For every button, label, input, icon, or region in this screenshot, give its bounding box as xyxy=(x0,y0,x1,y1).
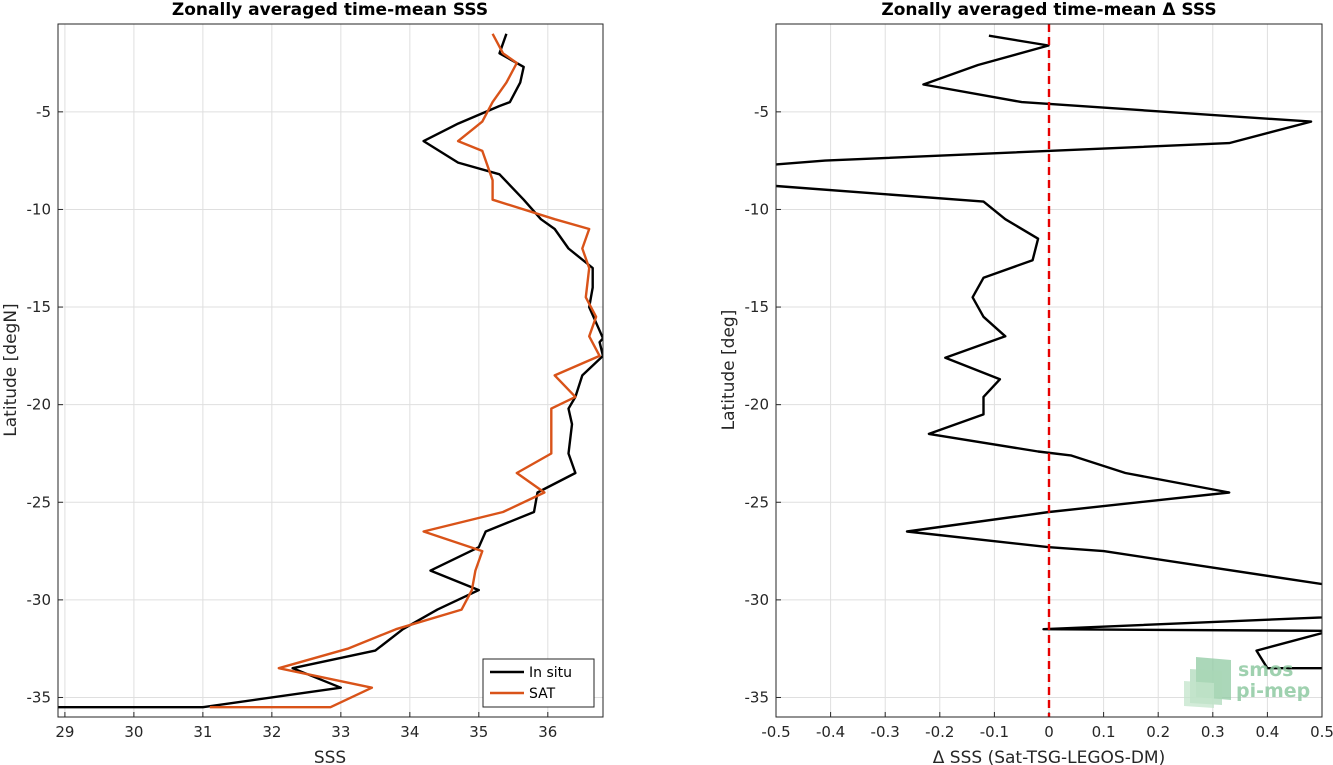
right-y-tick-label: -10 xyxy=(745,200,770,218)
left-series-lines xyxy=(58,33,603,709)
left-x-tick-label: 35 xyxy=(469,723,488,741)
right-x-tick-label: 0 xyxy=(1044,723,1054,741)
left-x-tick-label: 36 xyxy=(538,723,557,741)
right-x-tick-label: 0.3 xyxy=(1201,723,1225,741)
left-y-tick-label: -35 xyxy=(27,688,52,706)
left-x-tick-label: 30 xyxy=(124,723,143,741)
legend-label-sat: SAT xyxy=(529,686,556,702)
right-x-tick-label: -0.3 xyxy=(871,723,900,741)
left-x-tick-label: 29 xyxy=(55,723,74,741)
right-y-tick-label: -5 xyxy=(754,103,769,121)
right-x-tick-label: 0.1 xyxy=(1092,723,1116,741)
left-y-tick-label: -5 xyxy=(36,103,51,121)
left-chart-title: Zonally averaged time-mean SSS xyxy=(172,0,488,20)
left-x-tick-label: 32 xyxy=(262,723,281,741)
logo-shape-front xyxy=(1184,681,1214,708)
left-y-tick-label: -10 xyxy=(27,200,52,218)
left-x-tick-label: 34 xyxy=(400,723,419,741)
right-axes-frame xyxy=(775,23,1323,718)
left-chart-panel: 29 30 31 32 33 34 35 36 -35 -30 -25 -20 -15 -10 -5 Zon… xyxy=(1,0,604,765)
legend: In situ SAT xyxy=(482,658,595,708)
left-grid xyxy=(58,24,603,717)
legend-box xyxy=(482,658,595,708)
right-y-tick-label: -20 xyxy=(745,396,770,414)
left-y-tick-label: -15 xyxy=(27,298,52,316)
right-x-tick-label: 0.4 xyxy=(1255,723,1279,741)
right-y-tick-label: -35 xyxy=(745,688,770,706)
left-x-tick-label: 31 xyxy=(193,723,212,741)
right-x-tick-label: 0.2 xyxy=(1146,723,1170,741)
right-chart-panel: smos pi-mep -0.5 -0.4 -0.3 -0.2 -0.1 0 0.1 0.2 0… xyxy=(719,0,1333,765)
right-y-tick-label: -15 xyxy=(745,298,770,316)
right-tick-labels: -0.5 -0.4 -0.3 -0.2 -0.1 0 0.1 0.2 0.3 0.4 0.5 -35 -… xyxy=(745,103,1333,741)
right-series-line-delta-sss xyxy=(776,34,1322,670)
left-y-axis-label: Latitude [degN] xyxy=(1,303,21,436)
logo-text-pi-mep: pi-mep xyxy=(1236,680,1310,702)
left-y-tick-label: -25 xyxy=(27,493,52,511)
left-y-tick-label: -30 xyxy=(27,591,52,609)
left-x-tick-label: 33 xyxy=(331,723,350,741)
smos-pi-mep-logo: smos pi-mep xyxy=(1184,657,1310,708)
right-x-tick-label: -0.2 xyxy=(925,723,954,741)
left-series-line-in-situ xyxy=(58,33,603,709)
left-axes-frame xyxy=(57,23,604,718)
right-y-tick-label: -25 xyxy=(745,493,770,511)
left-x-axis-label: SSS xyxy=(314,748,346,765)
left-tick-labels: 29 30 31 32 33 34 35 36 -35 -30 -25 -20 -15 -10 -5 xyxy=(27,103,558,741)
right-y-tick-label: -30 xyxy=(745,591,770,609)
right-x-axis-label: Δ SSS (Sat-TSG-LEGOS-DM) xyxy=(933,748,1165,765)
left-series-line-sat xyxy=(209,33,601,709)
left-y-tick-label: -20 xyxy=(27,396,52,414)
right-x-tick-label: -0.1 xyxy=(980,723,1009,741)
legend-label-in-situ: In situ xyxy=(529,665,572,681)
right-x-tick-label: -0.4 xyxy=(816,723,845,741)
logo-text-smos: smos xyxy=(1238,659,1293,681)
right-x-tick-label: -0.5 xyxy=(761,723,790,741)
right-x-tick-label: 0.5 xyxy=(1310,723,1333,741)
right-chart-title: Zonally averaged time-mean Δ SSS xyxy=(881,0,1216,20)
right-series-lines xyxy=(776,34,1322,670)
right-y-axis-label: Latitude [deg] xyxy=(719,310,739,431)
